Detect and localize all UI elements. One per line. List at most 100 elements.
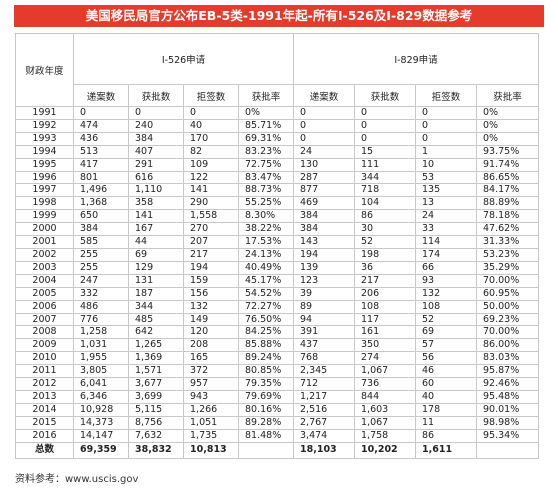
data-cell: 650 xyxy=(73,209,129,224)
data-cell: 2,345 xyxy=(293,364,355,379)
data-cell: 208 xyxy=(183,338,239,353)
data-cell: 437 xyxy=(293,338,355,353)
year-cell: 2010 xyxy=(15,351,74,366)
data-cell: 109 xyxy=(183,157,239,172)
data-cell: 10,928 xyxy=(73,402,129,417)
data-cell: 40 xyxy=(183,118,239,133)
data-cell: 92.46% xyxy=(476,377,539,391)
data-cell: 33 xyxy=(415,222,477,237)
data-cell: 93 xyxy=(415,273,477,288)
total-cell: 38,832 xyxy=(128,441,184,459)
data-cell: 217 xyxy=(183,247,239,262)
data-cell: 84.25% xyxy=(238,325,294,340)
data-cell: 88.73% xyxy=(238,183,294,198)
data-cell: 66 xyxy=(415,260,477,275)
year-cell: 1998 xyxy=(15,196,74,211)
data-cell: 178 xyxy=(415,402,477,417)
data-cell: 139 xyxy=(293,260,355,275)
year-cell: 1991 xyxy=(15,106,74,120)
data-cell: 88.89% xyxy=(476,196,539,211)
data-cell: 108 xyxy=(415,299,477,314)
data-cell: 60 xyxy=(415,377,477,391)
data-cell: 0 xyxy=(293,131,355,146)
data-cell: 83.23% xyxy=(238,144,294,159)
data-cell: 287 xyxy=(293,170,355,185)
data-cell: 82 xyxy=(183,144,239,159)
table-row: 2013 6,346 3,699 943 79.69% 1,217 844 40 95.48% xyxy=(15,389,539,404)
data-cell: 768 xyxy=(293,351,355,366)
column-header: 获批数 xyxy=(128,84,184,107)
data-cell: 69 xyxy=(415,325,477,340)
data-cell: 358 xyxy=(128,196,184,211)
data-cell: 1,496 xyxy=(73,183,129,198)
data-cell: 712 xyxy=(293,377,355,391)
data-cell: 161 xyxy=(354,325,416,340)
data-cell: 40 xyxy=(415,389,477,404)
data-cell: 0 xyxy=(415,118,477,133)
data-cell: 0 xyxy=(128,106,184,120)
table-row: 2015 14,373 8,756 1,051 89.28% 2,767 1,067 11 98… xyxy=(15,415,539,430)
data-cell: 943 xyxy=(183,389,239,404)
data-cell: 0% xyxy=(476,131,539,146)
data-cell: 170 xyxy=(183,131,239,146)
data-cell: 2,767 xyxy=(293,415,355,430)
data-cell: 1,758 xyxy=(354,428,416,443)
table-row: 2009 1,031 1,265 208 85.88% 437 350 57 86.00% xyxy=(15,338,539,353)
data-cell: 24 xyxy=(293,144,355,159)
table-row: 2005 332 187 156 54.52% 39 206 132 60.95% xyxy=(15,286,539,301)
data-cell: 117 xyxy=(354,312,416,327)
data-cell: 0 xyxy=(415,131,477,146)
data-cell: 0 xyxy=(354,118,416,133)
data-cell: 89.24% xyxy=(238,351,294,366)
data-cell: 57 xyxy=(415,338,477,353)
data-cell: 35.29% xyxy=(476,260,539,275)
year-header: 财政年度 xyxy=(15,33,74,107)
data-cell: 384 xyxy=(293,222,355,237)
data-cell: 30 xyxy=(354,222,416,237)
data-cell: 344 xyxy=(354,170,416,185)
data-cell: 469 xyxy=(293,196,355,211)
data-cell: 39 xyxy=(293,286,355,301)
data-cell: 0% xyxy=(476,118,539,133)
data-cell: 90.01% xyxy=(476,402,539,417)
data-cell: 217 xyxy=(354,273,416,288)
table-row: 2010 1,955 1,369 165 89.24% 768 274 56 83.03% xyxy=(15,351,539,366)
data-cell: 391 xyxy=(293,325,355,340)
data-cell: 1,558 xyxy=(183,209,239,224)
year-cell: 2009 xyxy=(15,338,74,353)
data-cell: 60.95% xyxy=(476,286,539,301)
data-cell: 123 xyxy=(293,273,355,288)
data-cell: 108 xyxy=(354,299,416,314)
data-cell: 344 xyxy=(128,299,184,314)
data-cell: 1,067 xyxy=(354,415,416,430)
total-label: 总数 xyxy=(15,441,74,459)
data-cell: 159 xyxy=(183,273,239,288)
data-cell: 1,369 xyxy=(128,351,184,366)
data-cell: 3,677 xyxy=(128,377,184,391)
total-cell: 18,103 xyxy=(293,441,355,459)
data-cell: 384 xyxy=(73,222,129,237)
year-cell: 1993 xyxy=(15,131,74,146)
data-cell: 89 xyxy=(293,299,355,314)
table-row: 2012 6,041 3,677 957 79.35% 712 736 60 92.46% xyxy=(15,377,539,391)
data-cell: 1,571 xyxy=(128,364,184,379)
data-cell: 0 xyxy=(73,106,129,120)
data-cell: 69 xyxy=(128,247,184,262)
data-cell: 1,735 xyxy=(183,428,239,443)
data-cell: 132 xyxy=(183,299,239,314)
year-cell: 1999 xyxy=(15,209,74,224)
data-cell: 957 xyxy=(183,377,239,391)
data-cell: 38.22% xyxy=(238,222,294,237)
data-cell: 98.98% xyxy=(476,415,539,430)
total-cell: 10,202 xyxy=(354,441,416,459)
data-cell: 14,373 xyxy=(73,415,129,430)
data-cell: 474 xyxy=(73,118,129,133)
data-cell: 46 xyxy=(415,364,477,379)
year-cell: 2013 xyxy=(15,389,74,404)
data-cell: 56 xyxy=(415,351,477,366)
data-cell: 384 xyxy=(128,131,184,146)
data-cell: 120 xyxy=(183,325,239,340)
column-header: 获批数 xyxy=(354,84,416,107)
data-cell: 3,699 xyxy=(128,389,184,404)
data-cell: 513 xyxy=(73,144,129,159)
